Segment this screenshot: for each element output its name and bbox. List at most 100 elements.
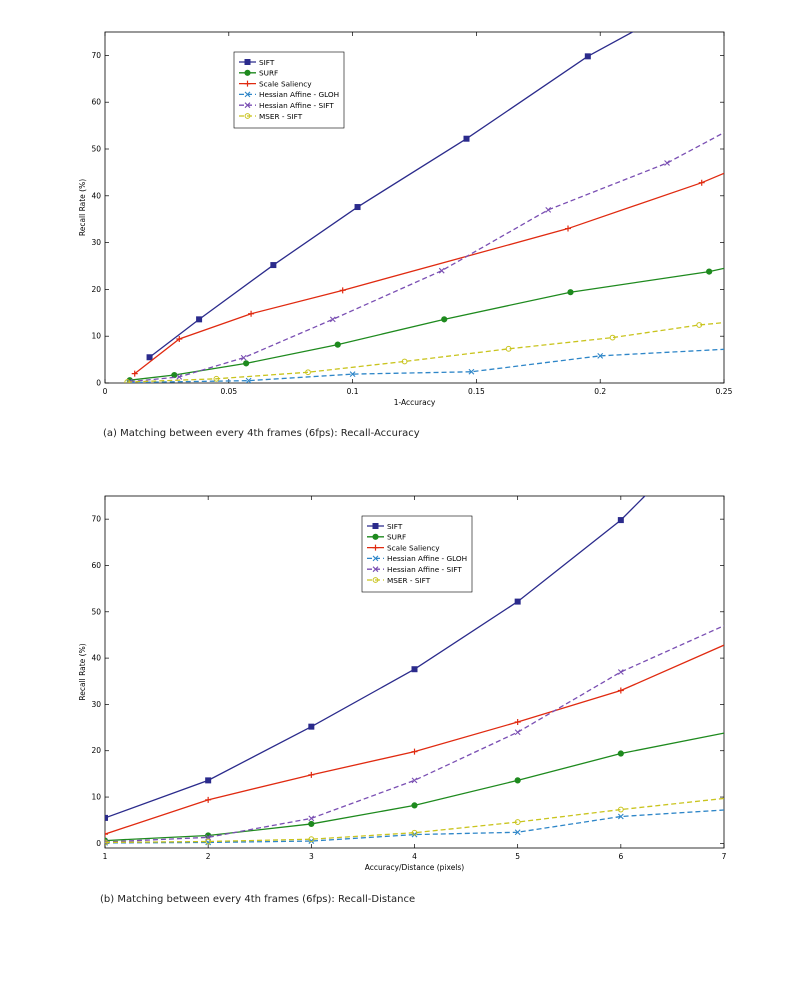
legend-entry: Hessian Affine - GLOH: [239, 90, 339, 99]
y-tick-label: 20: [91, 285, 101, 294]
data-point-marker: [244, 69, 251, 76]
data-point-marker: [514, 829, 521, 836]
data-point-marker: [514, 777, 521, 784]
data-point-marker: [176, 374, 183, 380]
x-tick-label: 6: [618, 852, 623, 861]
x-tick-label: 2: [206, 852, 211, 861]
y-tick-label: 30: [91, 700, 101, 709]
recall-distance-chart: 1 2 3 4 5 6 7010203040506070Accuracy/Distance …: [78, 495, 727, 872]
recall-accuracy-chart: 0 0.05 0.1 0.15 0.2 0.25 0 10 20 30 40 50 60 70 1-Accu…: [78, 31, 733, 407]
x-tick-label: 0.15: [468, 387, 485, 396]
data-point-marker: [205, 796, 212, 803]
recall-accuracy-figure: 0 0.05 0.1 0.15 0.2 0.25 0 10 20 30 40 50 60 70 1-Accu…: [0, 0, 800, 440]
data-point-marker: [617, 687, 624, 694]
data-point-marker: [617, 813, 624, 820]
x-tick-label: 1: [103, 852, 108, 861]
x-tick-label: 5: [515, 852, 520, 861]
legend-label: SURF: [387, 533, 406, 542]
data-point-marker: [205, 838, 212, 845]
legend-entry: Hessian Affine - GLOH: [367, 554, 467, 563]
series-sift: [105, 496, 646, 821]
legend-entry: SURF: [239, 69, 278, 78]
x-tick-label: 0.25: [716, 387, 733, 396]
data-point-marker: [308, 815, 315, 822]
series-line: [129, 132, 724, 383]
series-scale-saliency: [131, 172, 724, 377]
legend-entry: MSER - SIFT: [367, 576, 431, 585]
legend-entry: Hessian Affine - SIFT: [239, 101, 334, 110]
y-tick-label: 10: [91, 793, 101, 802]
legend-entry: Scale Saliency: [367, 543, 440, 552]
y-axis-label: Recall Rate (%): [78, 179, 87, 236]
y-tick-label: 20: [91, 746, 101, 755]
x-tick-label: 4: [412, 852, 417, 861]
data-point-marker: [244, 91, 251, 98]
data-point-marker: [584, 53, 591, 60]
data-point-marker: [305, 369, 311, 376]
recall-distance-figure: 1 2 3 4 5 6 7 0 10 20 30 40 50 60 70 Accuracy/Distance …: [0, 482, 800, 912]
data-point-marker: [372, 555, 379, 562]
plot-frame: [104, 31, 725, 384]
legend-label: Hessian Affine - GLOH: [387, 554, 467, 563]
x-tick-label: 0: [103, 387, 108, 396]
x-tick-label: 7: [722, 852, 727, 861]
data-point-marker: [411, 777, 418, 784]
legend-label: SIFT: [387, 522, 403, 531]
data-point-marker: [105, 839, 108, 846]
plot-area: [124, 32, 724, 383]
data-point-marker: [308, 836, 315, 843]
data-point-marker: [146, 354, 153, 361]
y-tick-label: 10: [91, 332, 101, 341]
series-sift: [146, 32, 634, 361]
data-point-marker: [308, 771, 315, 778]
data-point-marker: [308, 820, 315, 828]
data-point-marker: [617, 806, 624, 813]
figure-caption: (a) Matching between every 4th frames (6…: [103, 428, 420, 439]
data-point-marker: [696, 322, 703, 328]
data-point-marker: [372, 566, 379, 573]
legend-label: Scale Saliency: [259, 79, 312, 88]
data-point-marker: [243, 360, 250, 367]
data-point-marker: [468, 368, 475, 375]
y-tick-label: 70: [91, 51, 101, 60]
data-point-marker: [438, 267, 445, 274]
series-hessian-affine-sift: [126, 132, 724, 383]
y-tick-label: 60: [91, 98, 101, 107]
data-point-marker: [334, 341, 341, 348]
x-tick-label: 0.1: [347, 387, 359, 396]
legend-entry: SURF: [367, 533, 406, 542]
plot-area: [105, 496, 724, 846]
legend-entry: SIFT: [239, 58, 275, 67]
data-point-marker: [105, 814, 108, 821]
series-mser-sift: [124, 321, 724, 383]
legend-entry: Scale Saliency: [239, 79, 312, 88]
legend-entry: SIFT: [367, 522, 403, 531]
x-tick-label: 0.2: [594, 387, 606, 396]
data-point-marker: [124, 379, 131, 383]
data-point-marker: [617, 669, 624, 675]
data-point-marker: [411, 666, 418, 673]
data-point-marker: [349, 371, 356, 377]
y-tick-label: 60: [91, 561, 101, 570]
data-point-marker: [411, 748, 418, 755]
data-point-marker: [354, 204, 361, 211]
data-point-marker: [205, 839, 212, 846]
data-point-marker: [514, 598, 521, 605]
data-point-marker: [617, 517, 624, 524]
data-point-marker: [240, 354, 247, 361]
data-point-marker: [514, 719, 521, 726]
data-point-marker: [545, 206, 552, 213]
series-hessian-affine-gloh: [126, 348, 724, 383]
data-point-marker: [565, 225, 572, 232]
data-point-marker: [196, 316, 203, 323]
series-line: [129, 267, 724, 381]
data-point-marker: [372, 533, 379, 540]
legend-label: Scale Saliency: [387, 543, 440, 552]
data-point-marker: [617, 750, 624, 757]
y-tick-label: 50: [91, 145, 101, 154]
data-point-marker: [205, 777, 212, 784]
legend-label: MSER - SIFT: [259, 112, 303, 121]
legend-label: Hessian Affine - GLOH: [259, 90, 339, 99]
